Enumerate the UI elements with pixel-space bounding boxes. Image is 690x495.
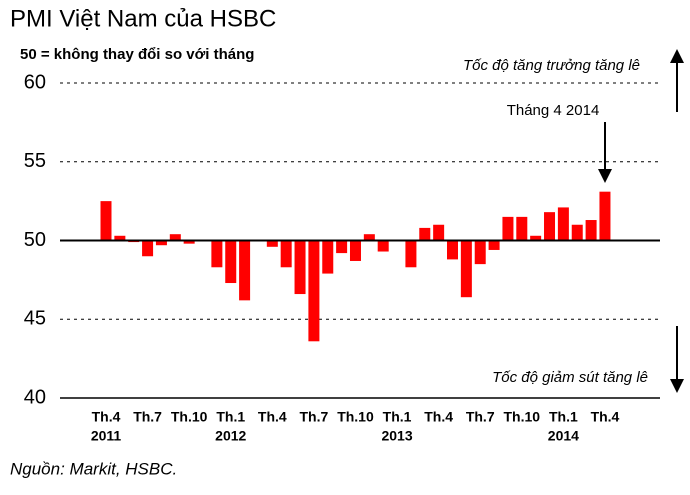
bar	[405, 240, 417, 268]
bar	[474, 240, 486, 265]
chart-title: PMI Việt Nam của HSBC	[10, 5, 276, 32]
bar	[336, 240, 348, 254]
bar	[447, 240, 458, 260]
bar	[239, 240, 251, 301]
annotation: Tốc độ tăng trưởng tăng lê	[463, 57, 640, 74]
x-tick-label: Th.1	[216, 409, 245, 425]
bar	[488, 240, 500, 250]
bar	[530, 235, 542, 241]
bar	[516, 216, 528, 241]
x-tick-label: Th.4	[424, 409, 453, 425]
bar	[155, 240, 167, 246]
bar	[557, 207, 569, 241]
x-tick-label: Th.4	[258, 409, 287, 425]
bar	[460, 240, 472, 298]
y-tick-label: 55	[24, 150, 46, 172]
x-tick-label: 2011	[91, 428, 122, 444]
bar	[183, 240, 195, 244]
bar	[419, 227, 431, 241]
bar	[433, 224, 445, 241]
subtitle: 50 = không thay đổi so với tháng	[20, 46, 254, 63]
bar	[599, 191, 611, 241]
x-tick-label: Th.7	[300, 409, 329, 425]
bar	[280, 240, 292, 268]
annotation: Tháng 4 2014	[507, 102, 600, 119]
x-tick-label: Th.10	[171, 409, 208, 425]
x-tick-label: Th.7	[133, 409, 162, 425]
bar	[142, 240, 154, 257]
bar	[294, 240, 306, 295]
y-tick-label: 40	[24, 386, 46, 408]
x-tick-label: 2014	[548, 428, 579, 444]
bar	[585, 220, 597, 241]
x-tick-label: Th.7	[466, 409, 495, 425]
bar	[571, 224, 583, 241]
bar	[544, 212, 556, 241]
bar	[211, 240, 223, 268]
x-tick-label: Th.4	[92, 409, 121, 425]
bar	[169, 234, 181, 241]
x-tick-label: Th.1	[549, 409, 578, 425]
x-tick-label: Th.10	[504, 409, 541, 425]
annotation: Tốc độ giảm sút tăng lê	[492, 369, 648, 386]
x-tick-label: 2013	[381, 428, 412, 444]
y-tick-label: 50	[24, 229, 46, 251]
bar	[377, 240, 389, 252]
bar	[363, 234, 375, 241]
bar	[308, 240, 320, 342]
source: Nguồn: Markit, HSBC.	[10, 459, 177, 478]
x-tick-label: Th.1	[383, 409, 412, 425]
x-tick-label: 2012	[215, 428, 246, 444]
x-tick-label: Th.10	[337, 409, 374, 425]
bar	[502, 216, 514, 241]
bar	[114, 235, 126, 241]
y-tick-label: 45	[24, 308, 46, 330]
x-tick-label: Th.4	[591, 409, 620, 425]
bar	[266, 240, 278, 247]
bar	[225, 240, 237, 284]
bar	[322, 240, 334, 274]
bar	[100, 201, 112, 241]
bar	[349, 240, 361, 261]
y-tick-label: 60	[24, 71, 46, 93]
